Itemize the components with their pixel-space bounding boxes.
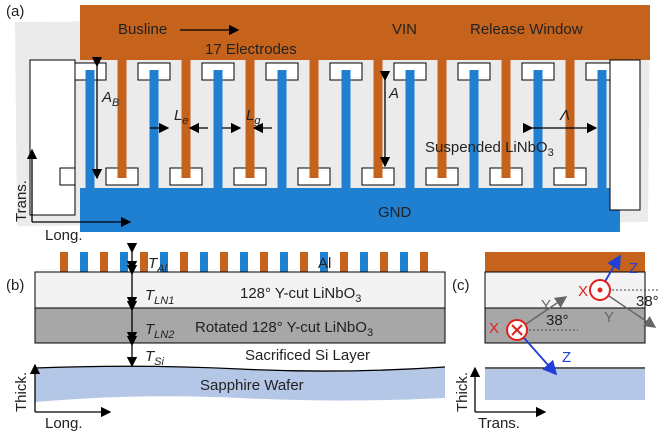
z-bottom-label: Z (562, 349, 571, 366)
gnd-label: GND (378, 204, 412, 221)
x-top-label: X (578, 283, 588, 300)
panel-a: (a) Busline VIN Release Window 17 Electr… (6, 3, 650, 244)
vin-finger (438, 58, 447, 178)
electrode (360, 252, 368, 272)
axis-x-label: Long. (45, 227, 83, 244)
electrode (80, 252, 88, 272)
electrode (220, 252, 228, 272)
vin-finger (310, 58, 319, 178)
electrode (60, 252, 68, 272)
axis-x-label: Long. (45, 415, 83, 432)
al-label: Al (318, 255, 331, 272)
sapphire (485, 369, 645, 400)
electrode (380, 252, 388, 272)
z-top-label: Z (629, 260, 638, 277)
electrode (100, 252, 108, 272)
electrodes-label: 17 Electrodes (205, 41, 297, 58)
gnd-finger (406, 70, 415, 190)
panel-c: (c) Z X 38° Y Y X 38° Z Thick. Trans. (452, 252, 660, 432)
angle-top-label: 38° (636, 293, 659, 310)
gnd-finger (534, 70, 543, 190)
panel-b: (b) TAl Al TLN1 128° Y-cut LiNbO3 TLN2 R… (6, 252, 445, 432)
vin-finger (118, 58, 127, 178)
electrode (300, 252, 308, 272)
electrode-layer (485, 252, 645, 272)
gnd-finger (86, 70, 95, 190)
tsi-label: TSi (145, 348, 165, 368)
electrode (280, 252, 288, 272)
electrode (120, 252, 128, 272)
electrode (420, 252, 428, 272)
gnd-finger (214, 70, 223, 190)
y-top-label: Y (604, 309, 614, 326)
aperture-label: A (388, 85, 399, 102)
axis-x-label: Trans. (478, 415, 520, 432)
electrode (340, 252, 348, 272)
electrode (140, 252, 148, 272)
gnd-finger (470, 70, 479, 190)
panel-label: (b) (6, 277, 24, 294)
electrode-row (60, 252, 428, 272)
pitch-label: Λ (559, 107, 570, 124)
left-anchor (30, 60, 75, 215)
right-anchor (610, 60, 640, 210)
left-pad (60, 168, 75, 185)
substrate-label: Sapphire Wafer (200, 377, 304, 394)
vin-finger (374, 58, 383, 178)
gnd-finger (278, 70, 287, 190)
electrode (240, 252, 248, 272)
x-dot (598, 288, 603, 293)
panel-label: (a) (6, 3, 24, 20)
gnd-finger (150, 70, 159, 190)
vin-label: VIN (392, 21, 417, 38)
electrode (260, 252, 268, 272)
gnd-finger (598, 70, 607, 190)
vin-finger (502, 58, 511, 178)
electrode (180, 252, 188, 272)
release-label: Release Window (470, 21, 583, 38)
x-bottom-label: X (489, 320, 499, 337)
electrode (200, 252, 208, 272)
axis-y-label: Trans. (13, 180, 30, 222)
axis-y-label: Thick. (454, 372, 471, 412)
gnd-finger (342, 70, 351, 190)
angle-bottom-label: 38° (546, 312, 569, 329)
electrode (400, 252, 408, 272)
layer3-label: Sacrificed Si Layer (245, 347, 370, 364)
figure: (a) Busline VIN Release Window 17 Electr… (0, 0, 665, 432)
busline-label: Busline (118, 21, 167, 38)
panel-label: (c) (452, 277, 470, 294)
ground-bottom (80, 188, 620, 232)
axis-y-label: Thick. (13, 372, 30, 412)
electrodes (74, 58, 618, 190)
